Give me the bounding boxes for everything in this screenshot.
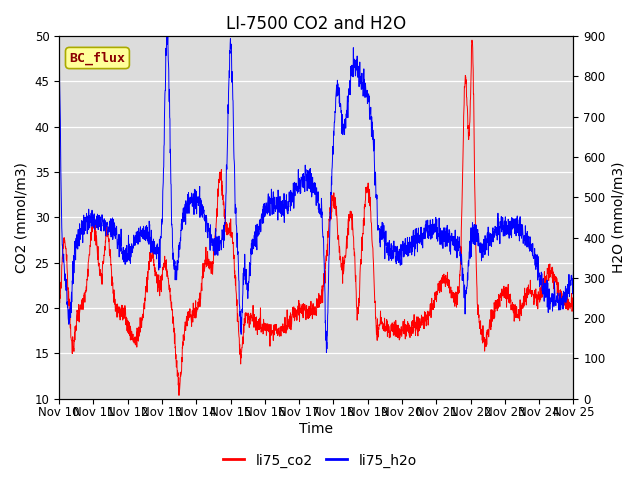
- Text: BC_flux: BC_flux: [69, 51, 125, 65]
- Legend: li75_co2, li75_h2o: li75_co2, li75_h2o: [218, 448, 422, 473]
- Y-axis label: CO2 (mmol/m3): CO2 (mmol/m3): [15, 162, 29, 273]
- Title: LI-7500 CO2 and H2O: LI-7500 CO2 and H2O: [227, 15, 406, 33]
- Y-axis label: H2O (mmol/m3): H2O (mmol/m3): [611, 162, 625, 273]
- X-axis label: Time: Time: [300, 422, 333, 436]
